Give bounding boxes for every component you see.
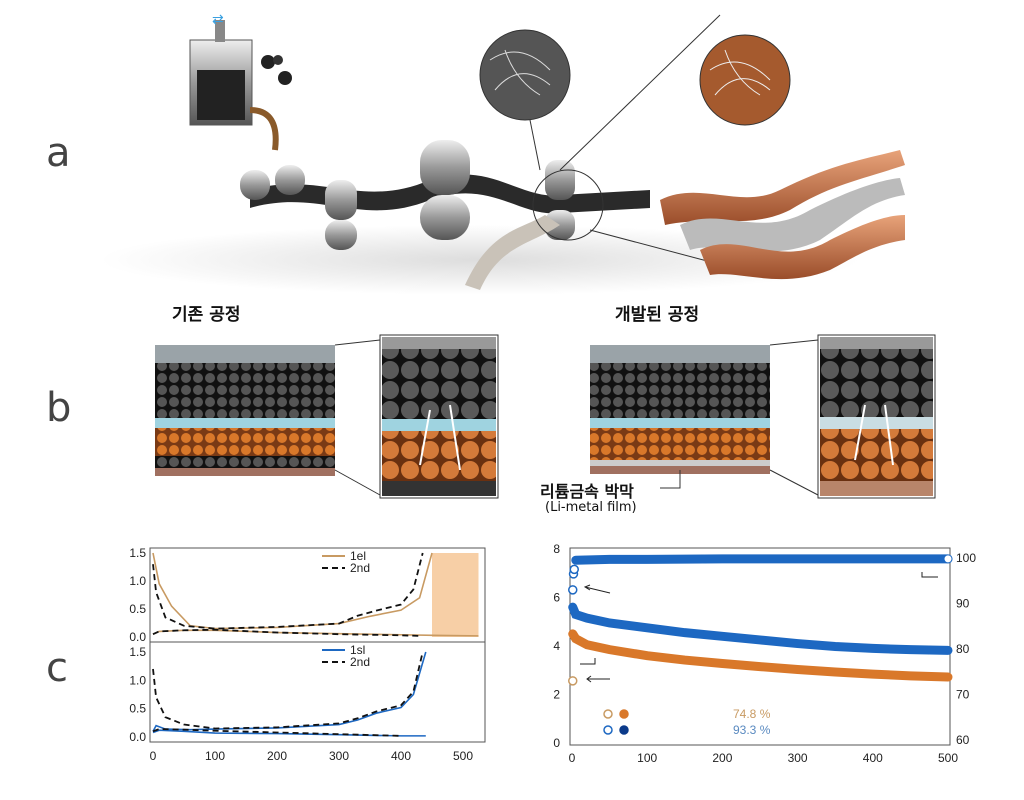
y-tick-label: 1.5 (129, 546, 146, 560)
li-metal-film-label: 리튬금속 박막 (540, 482, 634, 501)
legend-marker (603, 725, 613, 735)
subplot-frame-1 (149, 641, 486, 743)
y-tick-label: 2 (553, 688, 560, 702)
series-line-2nd-discharge (152, 728, 402, 737)
x-tick-label: 400 (391, 749, 411, 763)
conventional-zoom-inset (379, 334, 499, 499)
legend-label: 1el (350, 549, 366, 563)
panel-label-a: a (46, 130, 71, 176)
y-tick-label: 1.0 (129, 673, 146, 687)
series-line-2nd (152, 651, 424, 730)
cell-structure-illustration (155, 334, 936, 499)
y-tick-label: 1.0 (129, 574, 146, 588)
electrode-micro-inset (479, 29, 571, 121)
legend-label: 2nd (350, 655, 370, 669)
y-tick-label: 4 (553, 639, 560, 653)
roll-to-roll-process-illustration: ⇄ (100, 11, 905, 295)
rollers (240, 140, 575, 250)
arrow-to-left-axis (583, 584, 611, 594)
series-band-1 (568, 602, 953, 655)
orange-retention-label: 74.8 % (733, 707, 771, 721)
mixer-icon: ⇄ (189, 11, 292, 151)
open-marker (569, 564, 580, 575)
series-line-2nd (152, 552, 424, 630)
zoom-circle (532, 169, 604, 241)
series-band-2 (571, 554, 953, 565)
x-tick-label: 0 (150, 749, 157, 763)
x-tick-label: 200 (267, 749, 287, 763)
legend-marker (603, 709, 613, 719)
x-tick-label: 100 (205, 749, 225, 763)
arrow-to-left-axis (586, 675, 610, 683)
copper-laminate (660, 150, 905, 225)
y-tick-label: 6 (553, 591, 560, 605)
developed-zoom-inset (817, 334, 936, 499)
y-tick-label: 0.0 (129, 730, 146, 744)
x-tick-label: 300 (329, 749, 349, 763)
open-marker (943, 554, 953, 564)
series-line-1sl (152, 651, 427, 732)
legend-marker (619, 725, 629, 735)
panel-label-b: b (46, 385, 72, 431)
series-line-1el (152, 552, 433, 630)
y-tick-label: 0.0 (129, 630, 146, 644)
arrow-to-right-axis (921, 572, 938, 578)
x-tick-label: 300 (788, 751, 808, 765)
y-tick-label: 1.5 (129, 645, 146, 659)
x-tick-label: 500 (938, 751, 958, 765)
legend-label: 2nd (350, 561, 370, 575)
legend-label: 1sl (350, 643, 365, 657)
x-tick-label: 400 (863, 751, 883, 765)
arrow-bracket (580, 658, 596, 665)
series-line-2nd-discharge (152, 628, 420, 637)
svg-text:⇄: ⇄ (212, 11, 224, 27)
y2-tick-label: 90 (956, 597, 970, 611)
y2-tick-label: 100 (956, 551, 976, 565)
series-line-1sl-discharge (152, 729, 426, 737)
y-tick-label: 8 (553, 542, 560, 556)
developed-cell (590, 345, 770, 474)
conventional-cell (155, 345, 335, 476)
developed-process-title: 개발된 공정 (615, 305, 700, 325)
x-tick-label: 500 (453, 749, 473, 763)
legend-marker (619, 709, 629, 719)
conventional-process-title: 기존 공정 (172, 305, 241, 325)
open-marker (568, 676, 578, 686)
li-metal-film-label-en: (Li-metal film) (545, 500, 637, 515)
shaded-region (432, 553, 479, 637)
series-band-0 (568, 629, 953, 682)
panel-label-c: c (46, 645, 68, 691)
y-tick-label: 0 (553, 736, 560, 750)
x-tick-label: 100 (637, 751, 657, 765)
y2-tick-label: 80 (956, 642, 970, 656)
blue-retention-label: 93.3 % (733, 723, 771, 737)
x-tick-label: 200 (712, 751, 732, 765)
y-tick-label: 0.5 (129, 602, 146, 616)
y-tick-label: 0.5 (129, 702, 146, 716)
y2-tick-label: 60 (956, 733, 970, 747)
y2-tick-label: 70 (956, 688, 970, 702)
open-marker (568, 585, 578, 595)
copper-micro-inset (699, 34, 791, 126)
x-tick-label: 0 (569, 751, 576, 765)
li-foil (465, 215, 560, 290)
